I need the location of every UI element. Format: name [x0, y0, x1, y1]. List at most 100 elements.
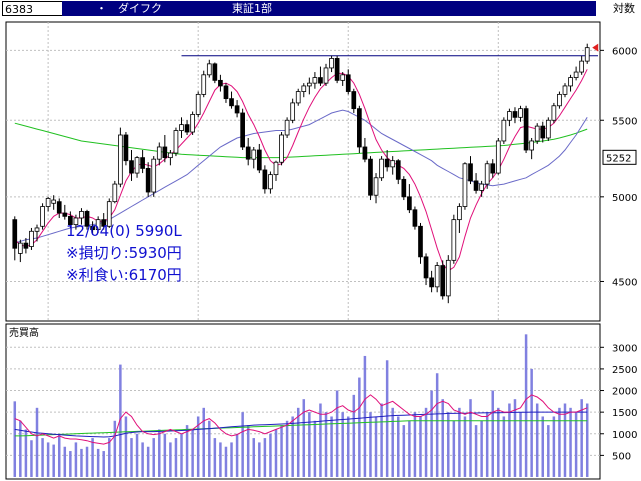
- candle-body: [34, 227, 40, 232]
- price-tick-label: 5500: [612, 116, 637, 127]
- volume-bar: [13, 401, 17, 477]
- volume-bar: [524, 334, 528, 477]
- volume-bar: [163, 433, 167, 477]
- volume-bar: [263, 438, 267, 477]
- volume-bar: [580, 399, 583, 477]
- candle-body: [562, 85, 568, 95]
- volume-panel: 500 1000 1500 2000 2500 3000 売買高: [5, 323, 637, 480]
- candle-body: [440, 265, 446, 297]
- volume-bar: [41, 438, 44, 477]
- company-name: ダイフク: [118, 2, 162, 15]
- volume-bar: [196, 416, 200, 477]
- volume-bar: [424, 407, 428, 477]
- candle-body: [373, 177, 379, 196]
- candle-body: [579, 60, 585, 73]
- volume-bar: [213, 438, 217, 477]
- volume-bar: [135, 433, 139, 477]
- volume-bar: [363, 355, 367, 477]
- volume-bar: [547, 425, 550, 477]
- volume-bar: [158, 429, 161, 477]
- volume-bar: [585, 403, 589, 477]
- volume-bar: [435, 373, 439, 477]
- volume-bar: [502, 416, 506, 477]
- candle-body: [95, 219, 101, 231]
- volume-bar: [19, 420, 22, 477]
- candle-body: [262, 169, 268, 190]
- volume-bar: [474, 425, 478, 477]
- candle-body: [418, 225, 423, 258]
- volume-bar: [241, 412, 244, 477]
- volume-bar: [491, 390, 494, 477]
- volume-bar: [80, 448, 83, 477]
- trade-note-take-profit: ※利食い:6170円: [66, 266, 182, 284]
- candle-body: [345, 74, 351, 92]
- candle-body: [451, 219, 457, 261]
- candle-body: [551, 105, 557, 121]
- candle-body: [334, 58, 340, 81]
- candle-body: [73, 217, 79, 226]
- price-tick-label: 6000: [612, 46, 637, 57]
- candle-body: [312, 77, 318, 84]
- title-dot: ・: [96, 2, 107, 15]
- volume-bar: [335, 390, 339, 477]
- candle-body: [279, 134, 284, 163]
- volume-bar: [224, 446, 228, 477]
- candle-body: [284, 119, 290, 136]
- volume-bar: [497, 407, 500, 477]
- volume-bar: [558, 407, 561, 477]
- volume-bar: [69, 451, 72, 477]
- candle-body: [101, 219, 107, 227]
- candle-body: [462, 163, 468, 207]
- candle-body: [40, 206, 45, 227]
- volume-bar: [313, 420, 317, 477]
- candle-body: [545, 119, 551, 139]
- candle-body: [390, 160, 396, 168]
- candle-body: [12, 219, 18, 249]
- current-price-badge-box: [602, 149, 637, 165]
- volume-bar: [63, 446, 67, 477]
- volume-bar: [274, 429, 278, 477]
- volume-bar: [452, 420, 456, 477]
- candle-body: [368, 158, 373, 196]
- volume-bar: [246, 425, 250, 477]
- volume-bar: [530, 368, 533, 477]
- candle-body: [90, 225, 95, 231]
- volume-bar: [296, 407, 300, 477]
- candle-body: [151, 158, 157, 193]
- candle-body: [395, 160, 401, 180]
- volume-bar: [235, 433, 239, 477]
- volume-bar: [413, 412, 417, 477]
- candle-body: [512, 111, 518, 118]
- volume-bar: [185, 425, 189, 477]
- candle-body: [362, 146, 368, 160]
- candle-body: [84, 211, 90, 227]
- candle-body: [17, 242, 23, 254]
- volume-bar: [508, 403, 511, 477]
- candle-body: [112, 183, 118, 203]
- candle-body: [45, 198, 51, 207]
- volume-bar: [358, 377, 361, 477]
- candle-body: [468, 163, 473, 182]
- candles: [12, 43, 590, 304]
- candle-body: [123, 134, 129, 162]
- volume-bar: [447, 412, 450, 477]
- volume-bar: [57, 433, 61, 477]
- candle-body: [234, 105, 240, 114]
- volume-bar: [319, 403, 322, 477]
- volume-bar: [74, 442, 78, 477]
- volume-bar: [352, 394, 356, 477]
- candle-body: [540, 125, 546, 139]
- candle-body: [68, 215, 73, 226]
- volume-bar: [369, 412, 372, 477]
- volume-tick-label: 1500: [612, 408, 637, 419]
- trade-note-stop-loss: ※損切り:5930円: [66, 244, 182, 262]
- volume-bar: [108, 438, 111, 477]
- scale-mode-toggle[interactable]: 対数: [613, 2, 635, 15]
- volume-bar: [402, 425, 406, 477]
- candle-body: [340, 74, 346, 81]
- price-axis: 4500 5000 5500 6000: [600, 46, 637, 288]
- candle-body: [523, 108, 529, 151]
- candle-body: [201, 74, 207, 95]
- volume-tick-label: 500: [612, 451, 631, 462]
- candle-body: [473, 180, 479, 191]
